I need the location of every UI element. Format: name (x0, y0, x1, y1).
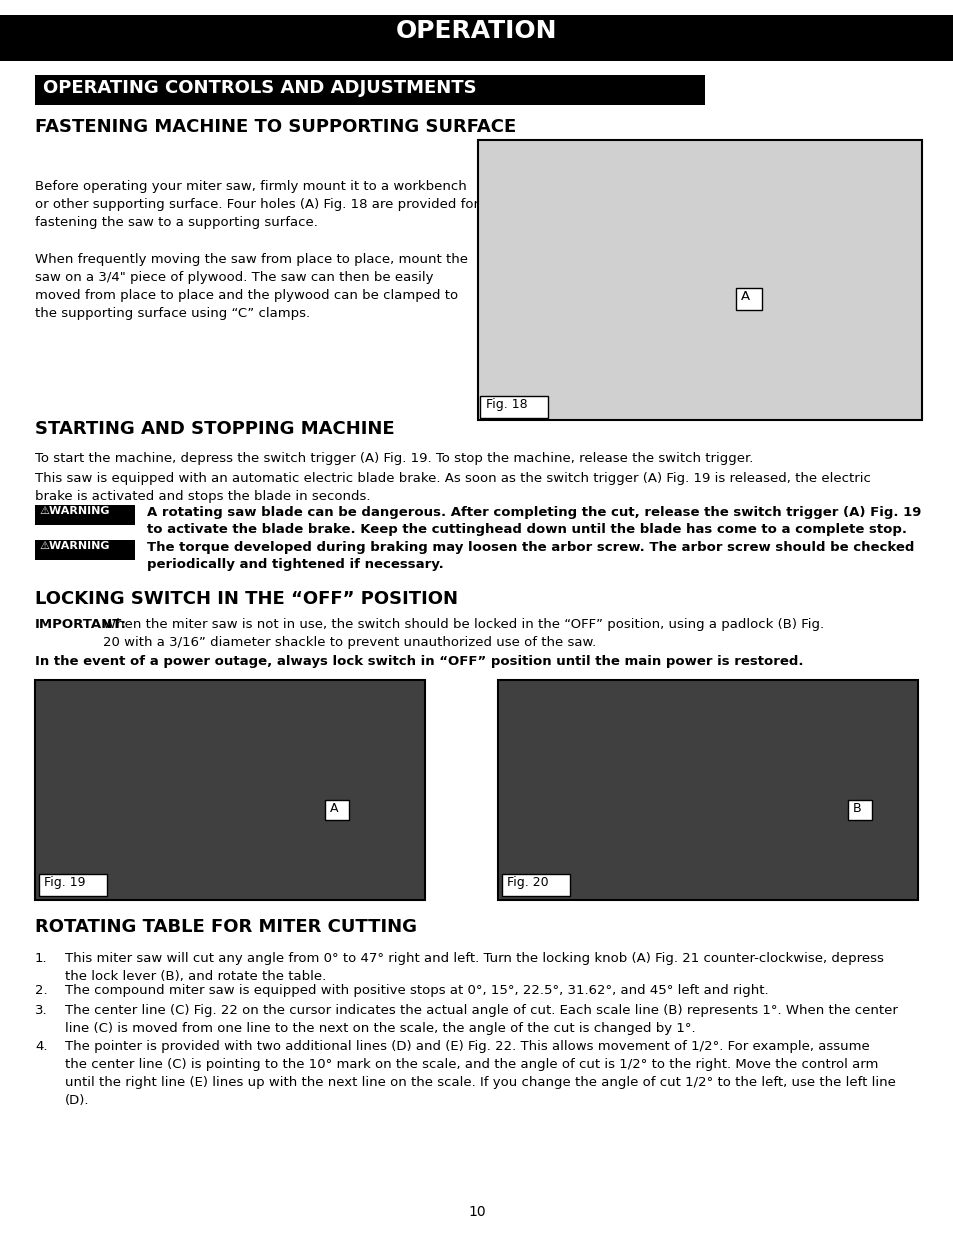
Bar (847, 800, 871, 820)
Text: This saw is equipped with an automatic electric blade brake. As soon as the swit: This saw is equipped with an automatic e… (35, 472, 870, 503)
Text: 10: 10 (468, 1205, 485, 1219)
Text: OPERATING CONTROLS AND ADJUSTMENTS: OPERATING CONTROLS AND ADJUSTMENTS (43, 79, 476, 98)
Bar (477, 140, 921, 420)
Text: Fig. 18: Fig. 18 (485, 398, 527, 411)
Text: Fig. 19: Fig. 19 (44, 876, 86, 889)
Text: ⚠WARNING: ⚠WARNING (39, 541, 110, 551)
Bar (39, 874, 107, 897)
Bar (35, 540, 135, 559)
Bar (39, 874, 107, 897)
Text: A rotating saw blade can be dangerous. After completing the cut, release the swi: A rotating saw blade can be dangerous. A… (147, 506, 921, 536)
Bar (501, 874, 569, 897)
Bar (735, 288, 761, 310)
Text: ⚠WARNING: ⚠WARNING (39, 506, 110, 516)
Bar (325, 800, 349, 820)
Text: This miter saw will cut any angle from 0° to 47° right and left. Turn the lockin: This miter saw will cut any angle from 0… (65, 952, 882, 983)
Text: A: A (330, 802, 338, 815)
Bar (35, 505, 135, 525)
Text: In the event of a power outage, always lock switch in “OFF” position until the m: In the event of a power outage, always l… (35, 655, 802, 668)
Text: When frequently moving the saw from place to place, mount the
saw on a 3/4" piec: When frequently moving the saw from plac… (35, 253, 468, 320)
Bar (497, 680, 917, 900)
Bar (479, 396, 547, 417)
Text: B: B (852, 802, 861, 815)
Text: Fig. 20: Fig. 20 (506, 876, 548, 889)
Text: The center line (C) Fig. 22 on the cursor indicates the actual angle of cut. Eac: The center line (C) Fig. 22 on the curso… (65, 1004, 897, 1035)
Text: To start the machine, depress the switch trigger (A) Fig. 19. To stop the machin: To start the machine, depress the switch… (35, 452, 753, 466)
Text: When the miter saw is not in use, the switch should be locked in the “OFF” posit: When the miter saw is not in use, the sw… (103, 618, 823, 650)
Text: ROTATING TABLE FOR MITER CUTTING: ROTATING TABLE FOR MITER CUTTING (35, 918, 416, 936)
Text: LOCKING SWITCH IN THE “OFF” POSITION: LOCKING SWITCH IN THE “OFF” POSITION (35, 590, 457, 608)
Bar (0, 15, 953, 61)
Bar (325, 800, 349, 820)
Text: 1.: 1. (35, 952, 48, 965)
Text: 2.: 2. (35, 984, 48, 997)
Text: 3.: 3. (35, 1004, 48, 1016)
Text: Before operating your miter saw, firmly mount it to a workbench
or other support: Before operating your miter saw, firmly … (35, 180, 478, 228)
Bar (501, 874, 569, 897)
Text: 4.: 4. (35, 1040, 48, 1053)
Bar (847, 800, 871, 820)
Text: STARTING AND STOPPING MACHINE: STARTING AND STOPPING MACHINE (35, 420, 395, 438)
Text: OPERATION: OPERATION (395, 19, 558, 43)
Text: The pointer is provided with two additional lines (D) and (E) Fig. 22. This allo: The pointer is provided with two additio… (65, 1040, 895, 1107)
Text: The compound miter saw is equipped with positive stops at 0°, 15°, 22.5°, 31.62°: The compound miter saw is equipped with … (65, 984, 768, 997)
Text: IMPORTANT:: IMPORTANT: (35, 618, 127, 631)
Text: A: A (740, 290, 749, 303)
Bar (35, 680, 424, 900)
Bar (735, 288, 761, 310)
Text: FASTENING MACHINE TO SUPPORTING SURFACE: FASTENING MACHINE TO SUPPORTING SURFACE (35, 119, 516, 136)
Bar (35, 75, 704, 105)
Bar (479, 396, 547, 417)
Text: The torque developed during braking may loosen the arbor screw. The arbor screw : The torque developed during braking may … (147, 541, 913, 571)
